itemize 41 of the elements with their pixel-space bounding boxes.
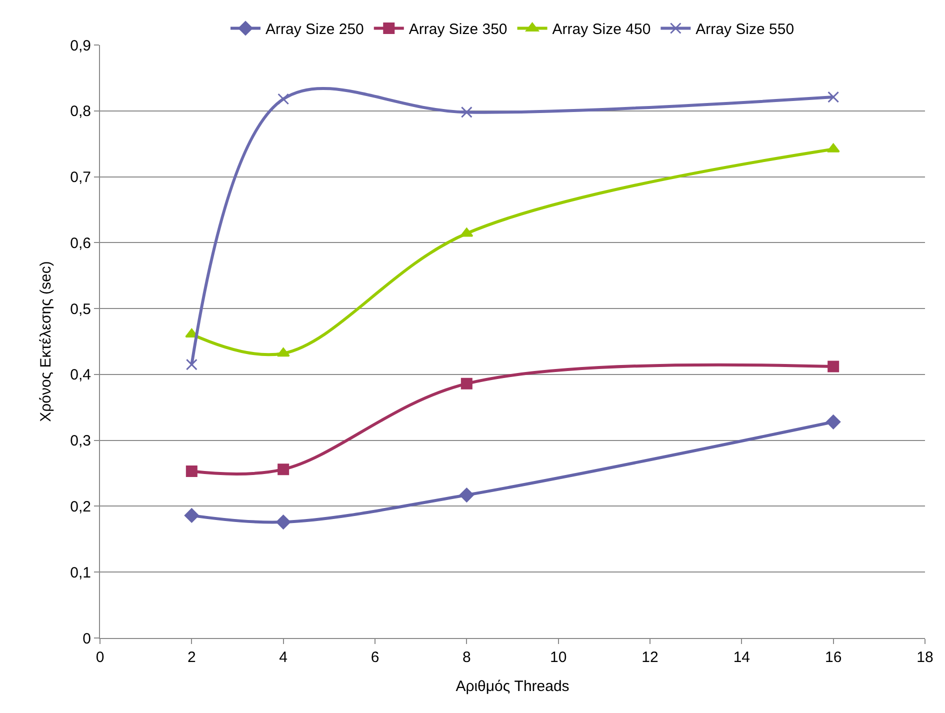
legend-label: Array Size 250 (266, 21, 364, 38)
x-tick-label: 18 (916, 649, 934, 666)
point (278, 93, 290, 105)
point (186, 358, 198, 370)
y-tick-label: 0,5 (70, 300, 91, 318)
y-tick-label: 0,9 (70, 37, 91, 54)
point (828, 360, 840, 372)
y-tick-label: 0,4 (70, 366, 91, 384)
point (826, 414, 841, 430)
y-tick-label: 0,2 (70, 498, 91, 516)
x-tick-label: 16 (824, 649, 842, 666)
y-tick-label: 0,1 (70, 564, 91, 582)
y-tick-label: 0,6 (70, 234, 91, 252)
point (460, 228, 474, 237)
x-tick-label: 4 (279, 649, 288, 666)
y-axis-title: Χρόνος Εκτέλεσης (sec) (37, 261, 54, 422)
x-tick-label: 14 (733, 649, 750, 666)
x-axis-title: Αριθμός Threads (456, 678, 570, 695)
point (276, 514, 291, 530)
legend-label: Array Size 350 (408, 21, 508, 38)
legend-label: Array Size 450 (552, 21, 651, 38)
y-tick-label: 0,8 (70, 103, 91, 120)
x-tick-label: 10 (550, 649, 567, 666)
x-tick-label: 0 (96, 649, 104, 666)
x-tick-label: 2 (188, 649, 196, 666)
point (276, 348, 290, 357)
point (826, 143, 840, 152)
x-tick-label: 8 (462, 649, 471, 666)
x-tick-label: 6 (370, 649, 380, 666)
point (828, 91, 840, 103)
y-tick-label: 0,3 (70, 432, 91, 450)
point (459, 488, 474, 502)
y-tick-label: 0 (82, 630, 91, 648)
y-tick-label: 0,7 (70, 169, 91, 186)
point (460, 378, 472, 390)
point (460, 106, 472, 118)
point (186, 466, 198, 478)
x-tick-label: 12 (642, 649, 658, 666)
point (278, 464, 290, 476)
legend-label: Array Size 550 (696, 21, 794, 38)
point (184, 508, 199, 523)
